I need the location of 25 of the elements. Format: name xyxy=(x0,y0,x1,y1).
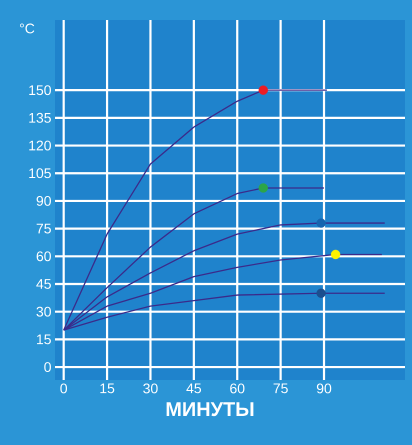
y-tick-label: 75 xyxy=(36,224,51,234)
y-tick-label: 15 xyxy=(37,334,51,344)
x-tick-label: 30 xyxy=(143,384,158,394)
point xyxy=(316,218,326,228)
point xyxy=(258,85,268,95)
x-tick-label: 45 xyxy=(186,384,202,394)
y-tick-label: 60 xyxy=(36,251,51,262)
y-tick-label: 150 xyxy=(29,85,51,96)
x-tick-label: 75 xyxy=(274,384,288,394)
point xyxy=(316,288,326,298)
x-tick-label: 15 xyxy=(100,384,114,394)
y-tick-label: 120 xyxy=(29,140,51,150)
y-tick-label: 45 xyxy=(36,279,51,289)
y-tick-label: 0 xyxy=(44,362,51,372)
point xyxy=(258,183,268,193)
y-tick-label: 135 xyxy=(29,112,51,123)
y-tick-label: 90 xyxy=(36,196,51,206)
y-axis-title: °C xyxy=(20,24,34,34)
x-tick-label: 60 xyxy=(230,384,244,394)
y-tick-label: 105 xyxy=(29,168,51,178)
x-tick-label: 90 xyxy=(316,384,332,394)
x-tick-label: 0 xyxy=(60,384,68,394)
point xyxy=(330,250,340,260)
x-axis-title: МИНУТЫ xyxy=(166,402,254,416)
y-tick-label: 30 xyxy=(36,306,51,317)
